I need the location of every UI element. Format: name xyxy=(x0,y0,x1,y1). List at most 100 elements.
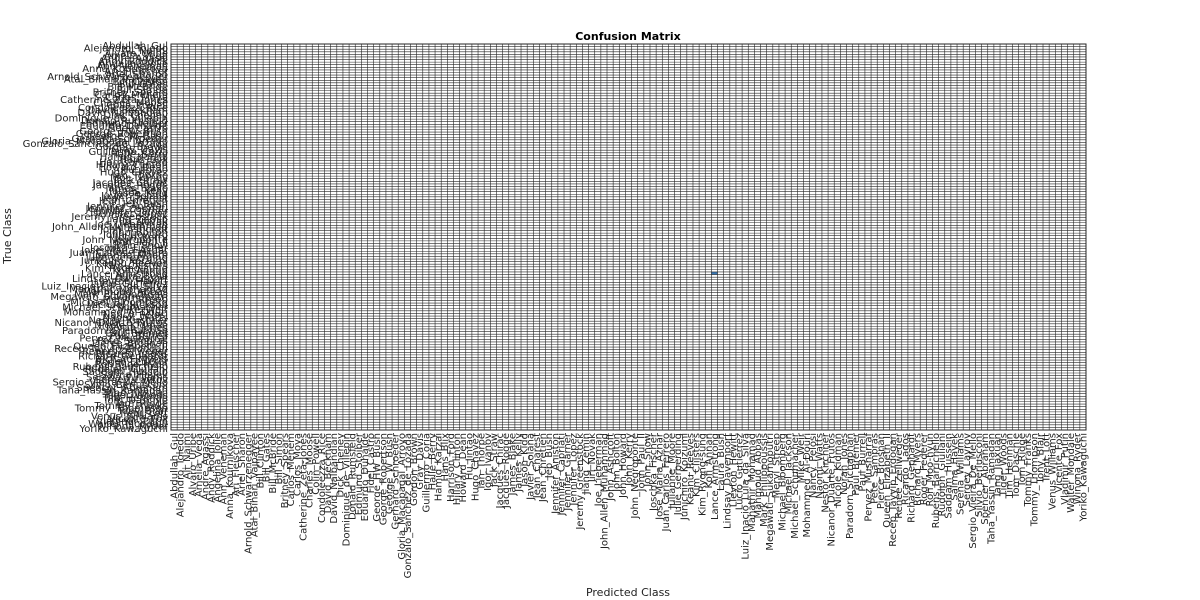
y-tick-label: Angelina_Jolie xyxy=(99,59,168,70)
x-tick-label: Jeb_Bush xyxy=(544,433,555,479)
x-tick-label: Hillary_Clinton xyxy=(452,433,463,505)
y-tick-label: John_Paul_II xyxy=(109,238,168,249)
y-tick-label: Joschka_Fischer xyxy=(89,243,169,254)
y-tick-label: John_Kerry xyxy=(114,233,168,244)
x-tick-label: Jean_Charest xyxy=(532,433,543,499)
y-tick-label: Jennifer_Lopez xyxy=(94,209,168,220)
y-tick-label: Tom_Ridge xyxy=(113,398,168,409)
y-tick-label: Trent_Lott xyxy=(118,409,168,420)
y-tick-label: Pete_Sampras xyxy=(97,336,168,347)
x-tick-label: Tommy_Thompson xyxy=(1029,433,1040,527)
y-tick-label: Bill_Clinton xyxy=(113,77,168,88)
y-tick-label: Anna_Kournikova xyxy=(82,64,168,75)
x-tick-label: Megawati_Sukarnoputri xyxy=(765,433,776,551)
x-tick-label: Paul_Bremer xyxy=(851,432,862,496)
x-tick-label: Tony_Blair xyxy=(1035,432,1046,484)
x-tick-label: Lance_Armstrong xyxy=(710,433,721,520)
x-tick-label: Nestor_Kirchner xyxy=(821,432,832,513)
y-tick-label: Edmund_Stoiber xyxy=(86,119,169,130)
y-tick-label: Carlos_Moya xyxy=(105,93,168,104)
x-tick-label: Ali_Naimi xyxy=(182,433,193,479)
y-tick-label: Jennifer_Capriati xyxy=(84,204,168,215)
x-tick-label: James_Kelly xyxy=(513,433,524,493)
y-tick-label: George_Robertson xyxy=(76,129,168,140)
plot-frame xyxy=(170,43,1087,431)
x-tick-label: Kofi_Annan xyxy=(704,433,715,488)
y-tick-label: Norah_Jones xyxy=(106,323,168,334)
x-tick-label: Charles_Moose xyxy=(305,433,316,508)
x-tick-label: Lucio_Gutierrez xyxy=(735,433,746,510)
y-tick-label: Sergio_Vieira_De_Mello xyxy=(52,378,168,389)
x-tick-label: David_Nalbandian xyxy=(329,433,340,524)
heatmap-grid xyxy=(171,44,1086,430)
y-tick-label: Michael_Bloomberg xyxy=(70,297,168,308)
y-tick-label: Lucio_Gutierrez xyxy=(91,279,168,290)
y-tick-label: Jeb_Bush xyxy=(122,199,168,210)
y-tick-label: Mahmoud_Abbas xyxy=(82,287,168,298)
x-tick-label: Jack_Straw xyxy=(489,433,500,488)
x-tick-label: Harrison_Ford xyxy=(446,433,457,502)
y-tick-label: Arnold_Schwarzenegger xyxy=(47,72,169,83)
y-tick-label: Jiang_Zemin xyxy=(106,214,168,225)
y-tick-label: John_Negroponte xyxy=(81,235,168,246)
x-tick-label: Fidel_Castro xyxy=(366,433,377,493)
x-tick-label: Joschka_Fischer xyxy=(649,432,660,512)
x-tick-label: Tom_Ridge xyxy=(1017,433,1028,488)
y-tick-label: Laura_Bush xyxy=(110,271,168,282)
x-tick-label: Jason_Kidd xyxy=(520,433,531,488)
x-tick-label: Condoleezza_Rice xyxy=(317,433,328,523)
x-tick-label: Yoriko_Kawaguchi xyxy=(1078,433,1089,522)
x-tick-label: Ari_Fleischer xyxy=(231,432,242,496)
y-tick-label: John_Bolton xyxy=(108,227,168,238)
y-tick-label: Atal_Bihari_Vajpayee xyxy=(64,74,168,85)
x-tick-label: Anna_Kournikova xyxy=(225,433,236,519)
y-tick-label: Abdullah_Gul xyxy=(102,41,168,52)
y-tick-label: Nicanor_Duarte_Frutos xyxy=(54,318,168,329)
y-tick-label: David_Nalbandian xyxy=(77,108,168,119)
y-tick-label: Javier_Solana xyxy=(100,191,168,202)
y-tick-label: Luiz_Inacio_Lula_da_Silva xyxy=(41,282,168,293)
y-tick-label: Sergey_Lavrov xyxy=(95,375,168,386)
y-tick-label: Carlos_Menem xyxy=(95,90,168,101)
x-tick-label: Amelia_Vega xyxy=(194,433,205,497)
x-tick-label: Queen_Elizabeth_II xyxy=(882,433,893,528)
x-tick-label: Javier_Solana xyxy=(526,433,537,501)
x-tick-label: Mahathir_Mohamad xyxy=(747,433,758,532)
y-tick-label: Jennifer_Aniston xyxy=(86,201,168,212)
x-tick-label: Bill_McBride xyxy=(268,433,279,494)
y-tick-label: Hugo_Chavez xyxy=(100,168,168,179)
x-tick-label: Michael_Schumacher xyxy=(790,432,801,539)
y-tick-label: George_HW_Bush xyxy=(79,126,168,137)
y-tick-label: Michael_Jackson xyxy=(87,300,168,311)
x-tick-label: Saddam_Hussein xyxy=(943,433,954,519)
x-tick-label: Nicole_Kidman xyxy=(833,433,844,507)
x-tick-label: Keanu_Reeves xyxy=(685,433,696,505)
x-tick-label: Tim_Henman xyxy=(1005,433,1016,500)
x-tick-label: Halle_Berry xyxy=(427,433,438,490)
x-tick-label: Alejandro_Toledo xyxy=(176,433,187,517)
x-tick-label: John_Negroponte xyxy=(630,433,641,520)
x-tick-label: Ariel_Sharon xyxy=(237,433,248,496)
y-tick-label: Jean_Charest xyxy=(102,194,168,205)
x-tick-label: John_Ashcroft xyxy=(606,433,617,502)
x-tick-label: Mahmoud_Abbas xyxy=(753,433,764,519)
y-tick-label: Harrison_Ford xyxy=(99,157,168,168)
y-tick-label: Lleyton_Hewitt xyxy=(94,277,168,288)
y-tick-label: Tommy_Franks xyxy=(93,401,168,412)
x-tick-label: Lleyton_Hewitt xyxy=(728,433,739,507)
y-tick-label: Salma_Hayek xyxy=(100,370,168,381)
x-tick-label: Jennifer_Capriati xyxy=(556,433,567,517)
y-tick-label: Naomi_Watts xyxy=(102,313,168,324)
y-tick-label: Dominique_de_Villepin xyxy=(55,113,168,124)
x-tick-label: Spencer_Abraham xyxy=(980,433,991,525)
y-tick-label: Serena_Williams xyxy=(86,372,168,383)
x-tick-label: Tang_Jiaxuan xyxy=(992,433,1003,499)
x-tick-label: John_Snow xyxy=(642,433,653,488)
y-tick-label: Jennifer_Garner xyxy=(89,207,169,218)
x-tick-label: Gloria_Macapagal_Arroyo xyxy=(397,433,408,560)
x-tick-label: Angelina_Jolie xyxy=(213,433,224,502)
x-tick-label: Pete_Sampras xyxy=(870,433,881,504)
x-tick-label: Jennifer_Garner xyxy=(563,432,574,512)
x-tick-label: Jennifer_Aniston xyxy=(550,433,561,515)
